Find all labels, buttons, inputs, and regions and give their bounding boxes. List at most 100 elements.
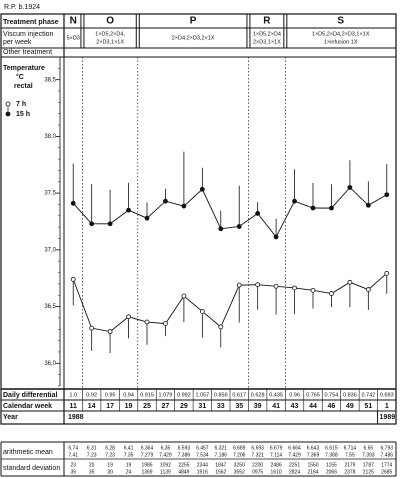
data-point	[199, 186, 205, 192]
mean-15h: 7.41	[68, 452, 78, 458]
calendar-week: 17	[106, 403, 114, 410]
sd-7h: 1550	[307, 462, 318, 468]
sd-15h: 4849	[178, 469, 189, 475]
sd-15h: 1916	[197, 469, 208, 475]
phase-name: R	[263, 16, 271, 27]
data-point	[89, 221, 95, 227]
mean-15h: 7.35	[124, 452, 134, 458]
week-label: Calendar week	[3, 403, 52, 410]
calendar-week: 43	[291, 403, 299, 410]
y-tick-label: 37,0	[44, 247, 56, 253]
mean-15h: 7.114	[270, 452, 282, 458]
differential: 0.992	[177, 392, 191, 398]
sd-7h: 1847	[215, 462, 226, 468]
sd-15h: 1562	[215, 469, 226, 475]
data-point	[347, 185, 353, 190]
differential: 0.856	[214, 392, 228, 398]
patient-id: R.P. b.1924	[4, 4, 40, 11]
mean-15h: 7.186	[215, 452, 228, 458]
sd-15h: 35	[70, 469, 76, 475]
data-point	[365, 287, 371, 292]
y-axis-label: rectal	[14, 83, 33, 90]
sd-7h: 2179	[344, 462, 355, 468]
differential: 1.079	[159, 392, 173, 398]
sd-7h: 23	[70, 462, 76, 468]
mean-15h: 7.393	[362, 452, 375, 458]
sd-7h: 2344	[197, 462, 208, 468]
data-point	[292, 198, 297, 204]
mean-15h: 7.429	[159, 452, 172, 458]
data-point	[329, 205, 334, 211]
data-point	[70, 276, 76, 282]
sd-15h: 3552	[234, 469, 245, 475]
mean-7h: 6.664	[288, 445, 301, 451]
phase-dose: 2×D3,1×1X	[96, 39, 124, 45]
data-point	[144, 319, 150, 325]
phase-dose: 2×D3,1×1X	[253, 39, 281, 45]
legend-marker	[5, 111, 11, 117]
data-point	[107, 329, 113, 334]
data-point	[273, 234, 279, 240]
data-point	[70, 200, 76, 206]
calendar-week: 51	[364, 403, 372, 410]
year: 1989	[380, 414, 396, 421]
phase-name: P	[190, 16, 197, 27]
data-point	[218, 324, 224, 330]
data-point	[255, 211, 261, 216]
year-label: Year	[3, 414, 18, 421]
legend-marker	[5, 101, 11, 107]
y-tick-label: 38,5	[44, 77, 56, 83]
data-point	[181, 203, 187, 209]
sd-15h: 24	[126, 469, 132, 475]
sd-7h: 1155	[326, 462, 337, 468]
calendar-week: 35	[235, 403, 243, 410]
phase-dose: 1×infusion 1X	[324, 39, 358, 45]
calendar-week: 44	[309, 403, 317, 410]
phase-dose: 5×D3	[67, 35, 80, 41]
mean-15h: 7.429	[288, 452, 301, 458]
phase-name: O	[106, 16, 114, 27]
differential: 0.435	[269, 392, 283, 398]
mean-7h: 6.693	[251, 445, 264, 451]
mean-label: arithmetic mean	[3, 449, 53, 456]
sd-15h: 0975	[252, 469, 263, 475]
data-point	[199, 309, 205, 314]
y-tick-label: 38,0	[44, 134, 56, 140]
y-tick-label: 37,5	[44, 191, 56, 197]
legend-label: 7 h	[16, 101, 26, 108]
series-line	[72, 186, 388, 238]
data-point	[181, 293, 187, 299]
sd-7h: 2255	[178, 462, 189, 468]
sd-7h: 3250	[234, 462, 245, 468]
differential: 0.95	[105, 392, 116, 398]
mean-7h: 6.689	[233, 445, 246, 451]
mean-7h: 6.31	[87, 445, 97, 451]
y-axis-label: Temperature	[3, 65, 45, 72]
y-tick-label: 36,0	[44, 361, 56, 367]
differential: 0.94	[123, 392, 134, 398]
mean-15h: 7.55	[345, 452, 355, 458]
phase-dose: 1×D5,2×D4,2×D3,1×1X	[312, 31, 370, 37]
year: 1988	[68, 414, 84, 421]
sd-7h: 2486	[271, 462, 282, 468]
sd-15h: 2685	[381, 469, 392, 475]
data-point	[255, 282, 261, 288]
data-point	[236, 282, 242, 288]
differential: 0.754	[325, 392, 339, 398]
mean-15h: 7.369	[307, 452, 320, 458]
calendar-week: 46	[328, 403, 336, 410]
calendar-week: 1	[385, 403, 389, 410]
data-point	[292, 285, 297, 291]
sd-15h: 35	[89, 469, 95, 475]
sd-15h: 2066	[326, 469, 337, 475]
mean-7h: 6.364	[141, 445, 154, 451]
sd-15h: 30	[107, 469, 113, 475]
sd-15h: 2125	[363, 469, 374, 475]
series-line	[72, 273, 388, 333]
phase-name: S	[337, 16, 344, 27]
calendar-week: 11	[70, 403, 78, 410]
phase-name: N	[70, 16, 77, 27]
phase-dose: 2×D4,2×D3,2×1X	[172, 35, 215, 41]
mean-7h: 6.74	[68, 445, 78, 451]
